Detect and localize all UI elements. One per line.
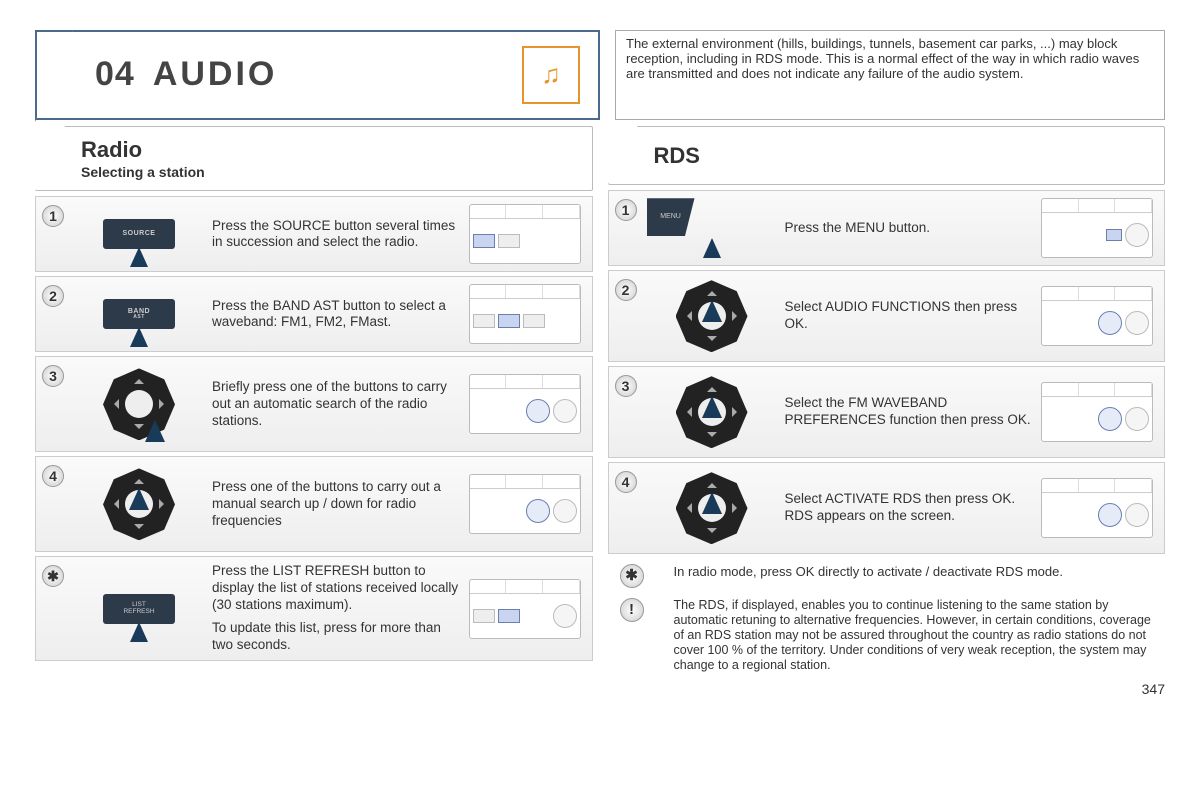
step-text: Press the MENU button.	[785, 220, 1034, 237]
step-number: 1	[42, 205, 64, 227]
tip-icon: ✱	[620, 564, 644, 588]
nav-wheel-icon	[74, 368, 204, 440]
step-text: Press the BAND AST button to select a wa…	[212, 298, 461, 332]
radio-subheading: Selecting a station	[81, 164, 547, 180]
nav-wheel-icon	[647, 376, 777, 448]
step-number: 2	[615, 279, 637, 301]
list-button-icon: LISTREFRESH	[74, 594, 204, 624]
audio-icon: ♫	[522, 46, 580, 104]
nav-wheel-icon	[74, 468, 204, 540]
reception-note: The external environment (hills, buildin…	[615, 30, 1165, 120]
step-row: 2 BANDAST Press the BAND AST button to s…	[35, 276, 593, 352]
page-number: 347	[35, 681, 1165, 697]
menu-button-icon: MENU	[647, 198, 777, 258]
device-diagram	[469, 284, 581, 344]
rds-heading: RDS	[654, 143, 1120, 168]
step-row: 1 SOURCE Press the SOURCE button several…	[35, 196, 593, 272]
radio-column: Radio Selecting a station 1 SOURCE Press…	[35, 126, 593, 677]
chapter-number: 04	[95, 55, 135, 94]
step-text: Briefly press one of the buttons to carr…	[212, 379, 461, 430]
step-row: 3 Select the FM WAVEBAND PREFERENCES fun…	[608, 366, 1166, 458]
source-button-icon: SOURCE	[74, 219, 204, 249]
radio-header: Radio Selecting a station	[35, 126, 593, 191]
rds-warning-text: The RDS, if displayed, enables you to co…	[674, 598, 1162, 673]
step-row: 4 Select ACTIVATE RDS then press OK. RDS…	[608, 462, 1166, 554]
chapter-title-box: 04 AUDIO ♫	[35, 30, 600, 120]
device-diagram	[1041, 382, 1153, 442]
rds-tip-row: ✱ In radio mode, press OK directly to ac…	[608, 558, 1166, 592]
step-text: Select ACTIVATE RDS then press OK. RDS a…	[785, 491, 1034, 525]
step-number: 4	[615, 471, 637, 493]
step-text: Press one of the buttons to carry out a …	[212, 479, 461, 530]
device-diagram	[1041, 198, 1153, 258]
radio-heading: Radio	[81, 137, 547, 162]
device-diagram	[1041, 478, 1153, 538]
device-diagram	[1041, 286, 1153, 346]
step-number: 3	[42, 365, 64, 387]
rds-tip-text: In radio mode, press OK directly to acti…	[674, 564, 1162, 588]
warning-icon: !	[620, 598, 644, 622]
device-diagram	[469, 579, 581, 639]
step-row: 3 Briefly press one of the buttons to ca…	[35, 356, 593, 452]
step-text: Select AUDIO FUNCTIONS then press OK.	[785, 299, 1034, 333]
step-number: 3	[615, 375, 637, 397]
rds-column: RDS 1 MENU Press the MENU button. 2 Sele…	[608, 126, 1166, 677]
device-diagram	[469, 374, 581, 434]
step-number: 4	[42, 465, 64, 487]
device-diagram	[469, 474, 581, 534]
step-text: Select the FM WAVEBAND PREFERENCES funct…	[785, 395, 1034, 429]
chapter-title: AUDIO	[153, 55, 278, 94]
device-diagram	[469, 204, 581, 264]
tip-icon: ✱	[42, 565, 64, 587]
nav-wheel-icon	[647, 472, 777, 544]
band-button-icon: BANDAST	[74, 299, 204, 329]
tip-text: Press the LIST REFRESH button to display…	[212, 563, 461, 653]
nav-wheel-icon	[647, 280, 777, 352]
step-text: Press the SOURCE button several times in…	[212, 218, 461, 252]
step-number: 1	[615, 199, 637, 221]
step-row: 4 Press one of the buttons to carry out …	[35, 456, 593, 552]
step-row: 2 Select AUDIO FUNCTIONS then press OK.	[608, 270, 1166, 362]
step-number: 2	[42, 285, 64, 307]
rds-header: RDS	[608, 126, 1166, 185]
step-row: 1 MENU Press the MENU button.	[608, 190, 1166, 266]
tip-row: ✱ LISTREFRESH Press the LIST REFRESH but…	[35, 556, 593, 660]
rds-warning-row: ! The RDS, if displayed, enables you to …	[608, 592, 1166, 677]
